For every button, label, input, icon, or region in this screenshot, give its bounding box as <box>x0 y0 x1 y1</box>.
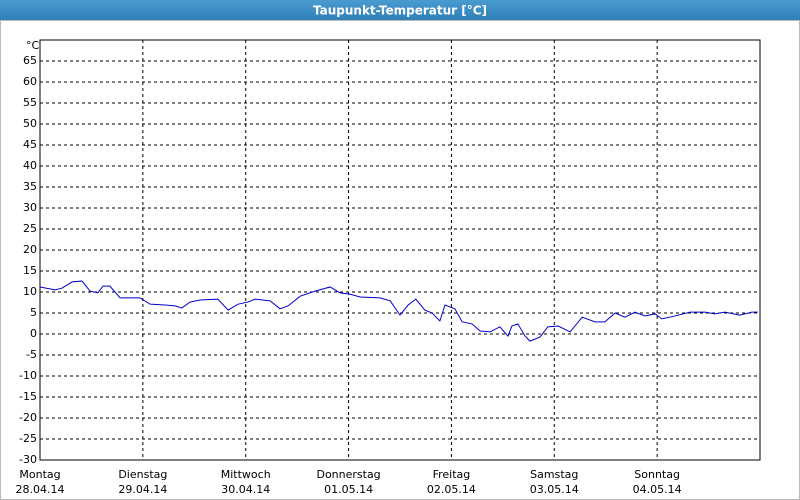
x-tick-date: 03.05.14 <box>530 483 579 496</box>
x-tick-date: 02.05.14 <box>427 483 476 496</box>
x-tick-date: 30.04.14 <box>221 483 270 496</box>
y-tick-label: 25 <box>23 222 37 235</box>
x-tick-label: Montag <box>19 468 60 481</box>
y-tick-label: 10 <box>23 285 37 298</box>
y-axis-label: °C <box>26 39 40 52</box>
y-tick-label: 40 <box>23 159 37 172</box>
y-tick-label: 20 <box>23 243 37 256</box>
y-tick-label: -15 <box>19 390 37 403</box>
x-tick-date: 01.05.14 <box>324 483 373 496</box>
x-tick-date: 29.04.14 <box>118 483 167 496</box>
x-tick-label: Samstag <box>530 468 578 481</box>
y-tick-label: -5 <box>26 348 37 361</box>
chart-panel <box>0 20 800 500</box>
x-tick-label: Dienstag <box>118 468 167 481</box>
y-tick-label: -30 <box>19 453 37 466</box>
y-tick-label: 0 <box>30 327 37 340</box>
x-tick-label: Donnerstag <box>316 468 380 481</box>
x-tick-date: 28.04.14 <box>16 483 65 496</box>
x-tick-label: Freitag <box>433 468 471 481</box>
y-tick-label: 45 <box>23 138 37 151</box>
y-tick-label: -20 <box>19 411 37 424</box>
y-tick-label: 60 <box>23 75 37 88</box>
plot-frame <box>39 39 761 461</box>
y-tick-label: 55 <box>23 96 37 109</box>
y-tick-label: 50 <box>23 117 37 130</box>
y-tick-label: -25 <box>19 432 37 445</box>
x-tick-label: Mittwoch <box>221 468 271 481</box>
y-tick-label: -10 <box>19 369 37 382</box>
x-tick-date: 04.05.14 <box>633 483 682 496</box>
x-tick-label: Sonntag <box>634 468 680 481</box>
title-bar <box>0 0 800 20</box>
y-tick-label: 30 <box>23 201 37 214</box>
y-tick-label: 35 <box>23 180 37 193</box>
y-tick-label: 65 <box>23 54 37 67</box>
y-tick-label: 15 <box>23 264 37 277</box>
y-tick-label: 5 <box>30 306 37 319</box>
chart-title: Taupunkt-Temperatur [°C] <box>313 4 487 18</box>
data-line <box>39 280 758 342</box>
